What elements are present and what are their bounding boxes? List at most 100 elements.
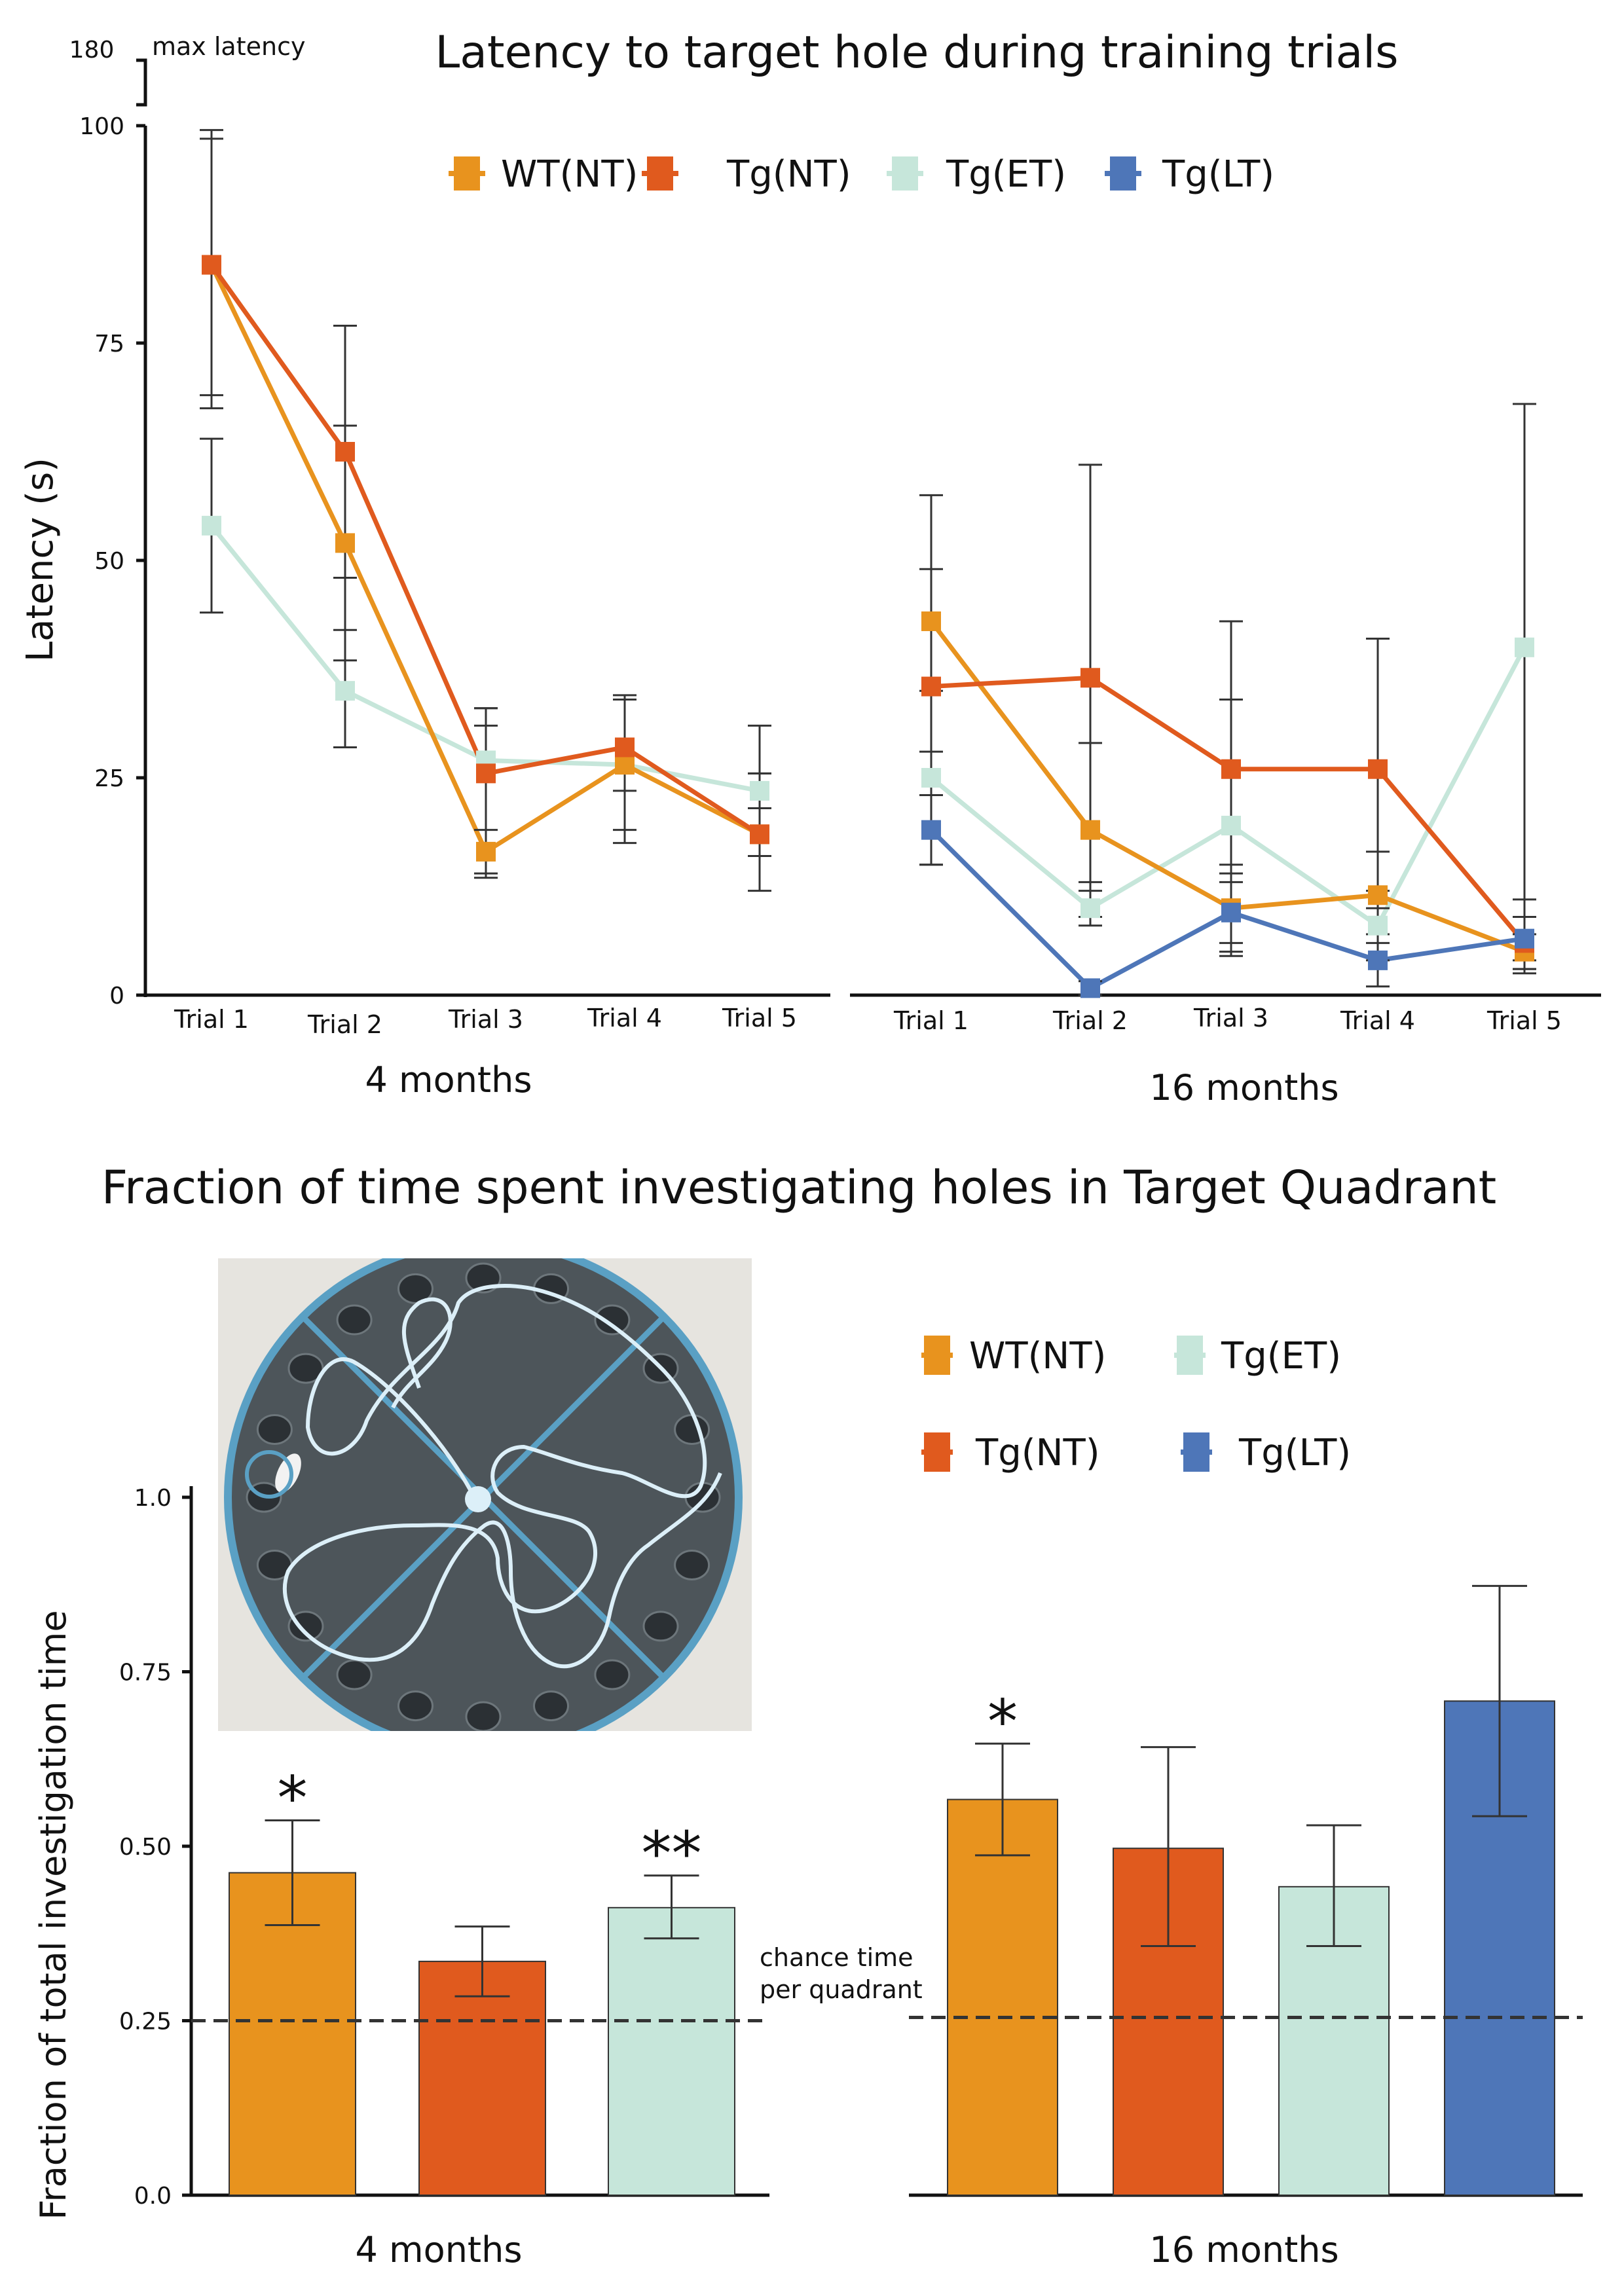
legend-marker-wt-nt (924, 1336, 950, 1375)
bar-panel-4-months: *** (229, 1764, 735, 2196)
trial-tick-label: Trial 2 (1052, 1006, 1128, 1035)
axis-break-bracket (136, 58, 147, 107)
maze-hole (642, 1611, 679, 1642)
start-point (465, 1486, 491, 1512)
significance-marker: * (987, 1686, 1018, 1757)
mouse-trajectory-loop (391, 1297, 452, 1409)
legend-label-tg-nt: Tg(NT) (975, 1432, 1100, 1474)
fraction-y-tick-label: 0.50 (119, 1834, 172, 1861)
point-tg-lt (1368, 950, 1388, 970)
mouse (275, 1453, 301, 1493)
trial-tick-label: Trial 4 (587, 1004, 662, 1032)
point-wt-nt (615, 755, 635, 775)
legend-label-tg-nt: Tg(NT) (726, 153, 851, 196)
bar-wt-nt (229, 1872, 356, 2196)
x-label-4-months: 4 months (365, 1059, 532, 1101)
point-wt-nt (335, 533, 355, 553)
point-tg-et (1221, 816, 1241, 836)
point-tg-et (335, 681, 355, 701)
trial-tick-label: Trial 3 (1193, 1004, 1268, 1032)
point-tg-nt (1368, 759, 1388, 779)
y-break-tick-label: 180 (69, 37, 115, 64)
point-wt-nt (921, 611, 941, 631)
panel-4-months: Trial 1 Trial 2 Trial 3 Trial 4 Trial 5 (174, 129, 797, 1039)
trial-tick-label: Trial 1 (893, 1006, 969, 1035)
point-tg-nt (921, 676, 941, 697)
point-tg-lt (921, 820, 941, 840)
fraction-y-tick-label: 1.0 (134, 1485, 172, 1512)
point-tg-lt (1515, 928, 1534, 949)
maze-hole (397, 1273, 434, 1304)
latency-y-tick-label: 25 (94, 765, 124, 792)
point-tg-nt (1221, 759, 1241, 779)
point-wt-nt (476, 841, 496, 862)
target-hole-marker (245, 1450, 293, 1499)
latency-y-tick-label: 75 (94, 331, 124, 357)
legend-marker-tg-et (892, 156, 918, 191)
point-tg-nt (1080, 668, 1100, 688)
point-tg-et (921, 768, 941, 788)
legend-marker-tg-nt (647, 156, 673, 191)
point-tg-et (1515, 637, 1534, 657)
mouse-trajectory (282, 1284, 722, 1669)
legend-marker-tg-nt (924, 1432, 950, 1472)
fraction-y-ticks: 0.0 0.25 0.50 0.75 1.0 (119, 1485, 191, 2210)
latency-y-tick-label: 0 (109, 983, 124, 1010)
maze-hole (287, 1353, 324, 1384)
point-tg-lt (1080, 978, 1100, 998)
maze-outer-ring (224, 1258, 743, 1731)
bar-x-label-16-months: 16 months (1149, 2229, 1338, 2270)
chance-label-line-2: per quadrant (760, 1975, 923, 2004)
fraction-y-axis-label: Fraction of total investigation time (33, 1610, 74, 2219)
maze-hole (674, 1550, 710, 1581)
bar-wt-nt (947, 1798, 1058, 2196)
max-latency-label: max latency (152, 32, 305, 61)
significance-marker: * (278, 1764, 308, 1834)
maze-hole (465, 1701, 502, 1731)
maze-hole (397, 1690, 434, 1722)
bar-panel-16-months: * (947, 1584, 1555, 2196)
maze-hole (287, 1611, 324, 1642)
legend-marker-tg-lt (1183, 1432, 1209, 1472)
fraction-bar-chart: Fraction of time spent investigating hol… (33, 1161, 1583, 2270)
significance-marker: ** (642, 1819, 702, 1889)
maze-holes (246, 1262, 721, 1731)
trial-tick-label: Trial 1 (174, 1005, 249, 1034)
point-tg-nt (750, 824, 769, 845)
point-tg-et (1368, 915, 1388, 936)
latency-line-chart: Latency to target hole during training t… (19, 27, 1601, 1108)
maze-hole (533, 1690, 570, 1722)
point-tg-lt (1221, 902, 1241, 922)
trial-tick-label: Trial 2 (307, 1010, 382, 1039)
trial-tick-label: Trial 5 (722, 1004, 797, 1032)
latency-y-ticks: 0 25 50 75 100 (79, 113, 145, 1010)
latency-y-axis-label: Latency (s) (19, 458, 62, 662)
maze-hole (336, 1304, 373, 1336)
point-tg-nt (202, 255, 221, 275)
legend-label-wt-nt: WT(NT) (969, 1335, 1106, 1377)
fraction-y-tick-label: 0.75 (119, 1660, 172, 1686)
legend-latency: WT(NT) Tg(NT) Tg(ET) Tg(LT) (449, 153, 1274, 196)
legend-label-wt-nt: WT(NT) (501, 153, 638, 196)
maze-hole (336, 1659, 373, 1690)
legend-label-tg-et: Tg(ET) (946, 153, 1066, 196)
latency-y-tick-label: 100 (79, 113, 124, 140)
trial-tick-label: Trial 4 (1340, 1006, 1415, 1035)
trial-tick-label: Trial 3 (448, 1005, 523, 1034)
panel-16-months: Trial 1 Trial 2 Trial 3 Trial 4 Trial 5 (893, 403, 1562, 1035)
point-tg-nt (615, 737, 635, 757)
bar-tg-et (608, 1906, 735, 2196)
point-tg-et (750, 780, 769, 801)
latency-chart-title: Latency to target hole during training t… (435, 27, 1398, 79)
point-tg-et (1080, 898, 1100, 919)
bar-x-label-4-months: 4 months (356, 2229, 523, 2270)
legend-marker-tg-et (1177, 1336, 1203, 1375)
legend-label-tg-lt: Tg(LT) (1238, 1432, 1351, 1474)
x-label-16-months: 16 months (1149, 1067, 1338, 1108)
maze-hole (594, 1659, 631, 1690)
fraction-y-tick-label: 0.0 (134, 2183, 172, 2210)
maze-hole (594, 1304, 631, 1336)
bar-tg-nt (418, 1960, 546, 2196)
point-wt-nt (1368, 885, 1388, 905)
